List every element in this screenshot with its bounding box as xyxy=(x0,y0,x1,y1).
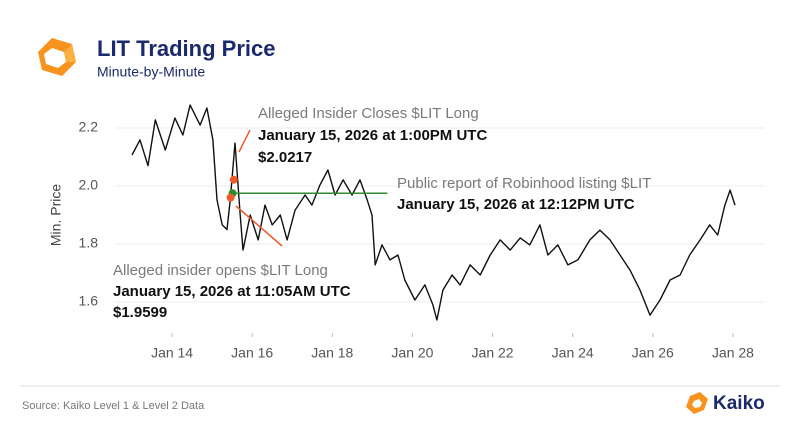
source: Source: Kaiko Level 1 & Level 2 Data xyxy=(22,400,205,412)
y-tick-label: 1.8 xyxy=(79,235,99,251)
x-tick-label: Jan 16 xyxy=(231,345,273,361)
y-tick-label: 1.6 xyxy=(79,293,99,309)
x-tick-label: Jan 22 xyxy=(472,345,514,361)
plot xyxy=(131,104,736,321)
annotation-date: January 15, 2026 at 11:05AM UTC xyxy=(113,283,351,300)
x-tick-label: Jan 14 xyxy=(151,345,193,361)
chart-title: LIT Trading Price xyxy=(97,36,275,61)
y-tick-label: 2.0 xyxy=(79,177,99,193)
x-tick-label: Jan 28 xyxy=(712,345,754,361)
x-tick-label: Jan 20 xyxy=(391,345,433,361)
event-dot xyxy=(229,175,238,184)
annotation-date: January 15, 2026 at 12:12PM UTC xyxy=(397,196,635,213)
annotation-label: Alleged insider opens $LIT Long xyxy=(113,262,328,279)
x-tick-label: Jan 24 xyxy=(552,345,594,361)
logo xyxy=(38,38,76,76)
connector xyxy=(238,129,251,153)
y-axis-label: Min. Price xyxy=(48,184,64,246)
brand-name: Kaiko xyxy=(713,393,765,414)
chart-subtitle: Minute-by-Minute xyxy=(97,64,205,80)
event-dot xyxy=(226,193,235,202)
annotation-label: Public report of Robinhood listing $LIT xyxy=(397,175,651,192)
grid: 1.6 1.8 2.0 2.2 Jan 14 Jan 16 Jan 18 Jan 20 Jan … xyxy=(79,119,765,361)
annotation-date: January 15, 2026 at 1:00PM UTC xyxy=(258,127,487,144)
y-tick-label: 2.2 xyxy=(79,119,99,135)
annotation-price: $1.9599 xyxy=(113,304,167,321)
brand-logo xyxy=(686,392,708,414)
x-tick-label: Jan 26 xyxy=(632,345,674,361)
annotation-price: $2.0217 xyxy=(258,149,312,166)
connector xyxy=(235,205,283,247)
x-tick-label: Jan 18 xyxy=(311,345,353,361)
annotation-label: Alleged Insider Closes $LIT Long xyxy=(258,105,479,122)
price-line xyxy=(131,104,736,321)
